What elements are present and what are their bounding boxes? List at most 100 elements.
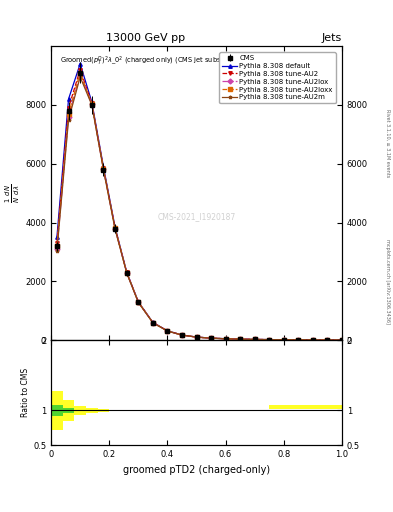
Pythia 8.308 tune-AU2 [124, 269, 129, 275]
Pythia 8.308 tune-AU2lox [209, 335, 213, 341]
Line: Pythia 8.308 tune-AU2m: Pythia 8.308 tune-AU2m [55, 75, 343, 342]
Pythia 8.308 default [252, 336, 257, 343]
Text: Groomed$(p_T^D)^2\lambda\_0^2$ (charged only) (CMS jet substructure): Groomed$(p_T^D)^2\lambda\_0^2$ (charged … [60, 55, 250, 68]
Pythia 8.308 tune-AU2m [325, 337, 330, 343]
Text: CMS-2021_I1920187: CMS-2021_I1920187 [157, 212, 236, 221]
Pythia 8.308 tune-AU2m [55, 247, 59, 253]
Pythia 8.308 tune-AU2lox [55, 246, 59, 252]
Pythia 8.308 tune-AU2loxx [90, 101, 94, 107]
Pythia 8.308 default [325, 337, 330, 343]
Line: Pythia 8.308 tune-AU2loxx: Pythia 8.308 tune-AU2loxx [55, 71, 343, 342]
Pythia 8.308 tune-AU2m [310, 337, 315, 343]
Pythia 8.308 tune-AU2loxx [325, 337, 330, 343]
Pythia 8.308 tune-AU2lox [252, 336, 257, 343]
Pythia 8.308 tune-AU2loxx [194, 334, 199, 340]
Pythia 8.308 tune-AU2m [136, 300, 141, 306]
Pythia 8.308 tune-AU2loxx [209, 335, 213, 341]
Pythia 8.308 default [238, 336, 242, 342]
Pythia 8.308 default [194, 334, 199, 340]
Pythia 8.308 default [296, 337, 301, 343]
Pythia 8.308 tune-AU2loxx [267, 336, 272, 343]
Pythia 8.308 tune-AU2 [267, 336, 272, 343]
Pythia 8.308 tune-AU2loxx [340, 337, 344, 343]
Pythia 8.308 default [66, 96, 71, 102]
Pythia 8.308 default [310, 337, 315, 343]
Pythia 8.308 tune-AU2lox [310, 337, 315, 343]
Pythia 8.308 default [267, 336, 272, 343]
Pythia 8.308 tune-AU2 [310, 337, 315, 343]
Pythia 8.308 default [78, 60, 83, 67]
Pythia 8.308 default [151, 319, 155, 326]
Text: Rivet 3.1.10, ≥ 3.1M events: Rivet 3.1.10, ≥ 3.1M events [385, 109, 390, 178]
Pythia 8.308 tune-AU2lox [325, 337, 330, 343]
Pythia 8.308 tune-AU2 [209, 335, 213, 341]
Pythia 8.308 tune-AU2m [281, 337, 286, 343]
Pythia 8.308 tune-AU2 [281, 337, 286, 343]
Pythia 8.308 tune-AU2m [252, 336, 257, 343]
Pythia 8.308 default [165, 328, 170, 334]
Pythia 8.308 tune-AU2m [296, 337, 301, 343]
Pythia 8.308 tune-AU2loxx [78, 70, 83, 76]
Pythia 8.308 default [101, 164, 106, 170]
Pythia 8.308 tune-AU2m [223, 336, 228, 342]
Pythia 8.308 tune-AU2loxx [223, 336, 228, 342]
Pythia 8.308 tune-AU2 [325, 337, 330, 343]
Pythia 8.308 tune-AU2 [113, 225, 118, 231]
Pythia 8.308 tune-AU2 [90, 100, 94, 106]
Y-axis label: Ratio to CMS: Ratio to CMS [21, 368, 30, 417]
Text: 13000 GeV pp: 13000 GeV pp [106, 33, 185, 44]
Pythia 8.308 tune-AU2lox [296, 337, 301, 343]
Pythia 8.308 tune-AU2loxx [296, 337, 301, 343]
Pythia 8.308 tune-AU2loxx [113, 225, 118, 231]
Pythia 8.308 tune-AU2lox [267, 336, 272, 343]
Pythia 8.308 tune-AU2m [66, 117, 71, 123]
Pythia 8.308 tune-AU2m [267, 336, 272, 343]
Pythia 8.308 tune-AU2m [78, 74, 83, 80]
Pythia 8.308 default [340, 337, 344, 343]
Pythia 8.308 tune-AU2lox [165, 328, 170, 334]
Y-axis label: $\frac{1}{N}\,\frac{dN}{d\lambda}$: $\frac{1}{N}\,\frac{dN}{d\lambda}$ [4, 183, 22, 203]
Pythia 8.308 default [281, 337, 286, 343]
Pythia 8.308 tune-AU2 [55, 240, 59, 246]
Text: Jets: Jets [321, 33, 342, 44]
Pythia 8.308 default [113, 224, 118, 230]
Pythia 8.308 tune-AU2loxx [151, 319, 155, 326]
Pythia 8.308 tune-AU2lox [194, 334, 199, 340]
Pythia 8.308 tune-AU2loxx [310, 337, 315, 343]
Pythia 8.308 tune-AU2lox [223, 336, 228, 342]
Pythia 8.308 tune-AU2loxx [101, 166, 106, 172]
Pythia 8.308 tune-AU2loxx [136, 299, 141, 305]
Pythia 8.308 tune-AU2m [151, 320, 155, 326]
Pythia 8.308 tune-AU2lox [66, 114, 71, 120]
Pythia 8.308 tune-AU2lox [136, 299, 141, 305]
Pythia 8.308 tune-AU2 [296, 337, 301, 343]
Pythia 8.308 tune-AU2 [66, 105, 71, 111]
Pythia 8.308 tune-AU2lox [78, 71, 83, 77]
Pythia 8.308 tune-AU2lox [340, 337, 344, 343]
Pythia 8.308 tune-AU2loxx [124, 269, 129, 275]
Pythia 8.308 tune-AU2 [340, 337, 344, 343]
Pythia 8.308 tune-AU2lox [101, 166, 106, 172]
Pythia 8.308 tune-AU2m [238, 336, 242, 342]
Pythia 8.308 tune-AU2loxx [238, 336, 242, 342]
Pythia 8.308 tune-AU2 [180, 332, 184, 338]
Pythia 8.308 tune-AU2 [165, 328, 170, 334]
Pythia 8.308 tune-AU2 [78, 67, 83, 73]
Pythia 8.308 tune-AU2m [209, 335, 213, 342]
Pythia 8.308 default [209, 335, 213, 341]
Pythia 8.308 tune-AU2lox [180, 332, 184, 338]
Pythia 8.308 tune-AU2 [151, 319, 155, 326]
Pythia 8.308 tune-AU2m [90, 102, 94, 108]
Pythia 8.308 tune-AU2lox [281, 337, 286, 343]
Pythia 8.308 tune-AU2lox [113, 225, 118, 231]
Line: Pythia 8.308 tune-AU2lox: Pythia 8.308 tune-AU2lox [55, 72, 343, 342]
Pythia 8.308 tune-AU2m [124, 270, 129, 276]
Pythia 8.308 tune-AU2lox [90, 101, 94, 108]
Pythia 8.308 tune-AU2 [136, 299, 141, 305]
Pythia 8.308 tune-AU2m [180, 332, 184, 338]
X-axis label: groomed pTD2 (charged-only): groomed pTD2 (charged-only) [123, 465, 270, 475]
Pythia 8.308 tune-AU2m [101, 166, 106, 173]
Pythia 8.308 tune-AU2lox [151, 319, 155, 326]
Pythia 8.308 default [90, 99, 94, 105]
Pythia 8.308 tune-AU2m [194, 334, 199, 340]
